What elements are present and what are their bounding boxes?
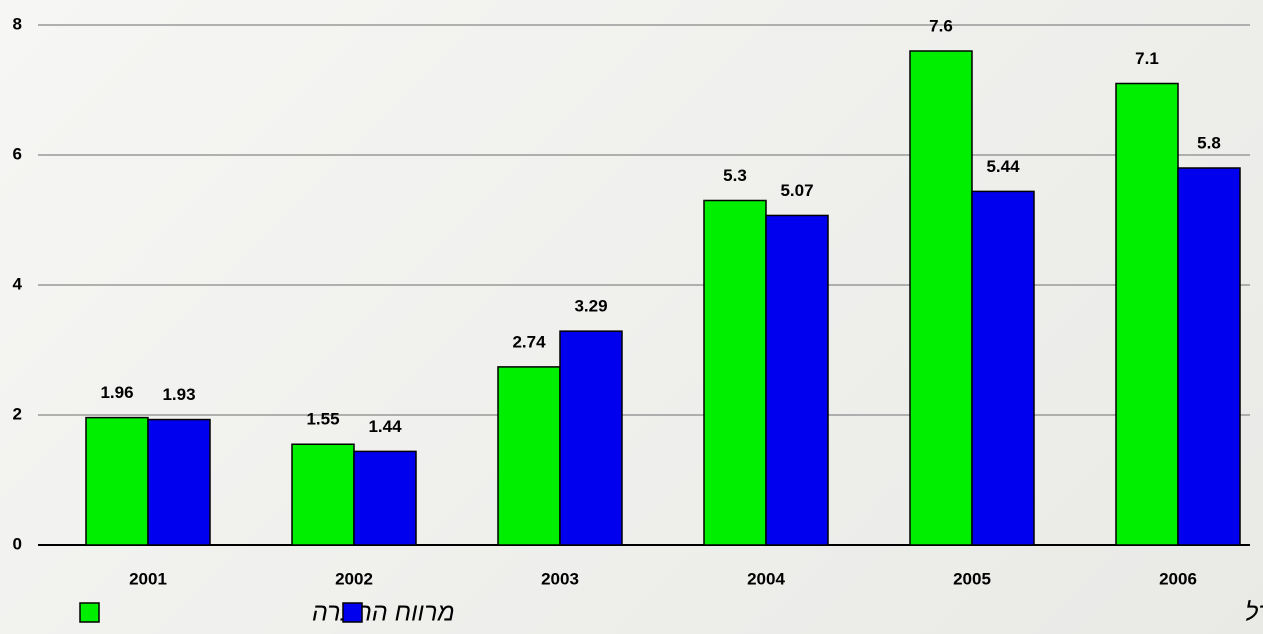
x-tick-label: 2005: [953, 569, 991, 588]
data-label: 5.07: [780, 181, 813, 200]
data-label: 7.1: [1135, 49, 1159, 68]
bar: [765, 214, 829, 546]
x-tick-label: 2004: [747, 569, 785, 588]
bar: [703, 199, 767, 546]
data-label: 2.74: [512, 332, 546, 351]
legend-swatch: [79, 602, 100, 623]
x-tick-label: 2002: [335, 569, 373, 588]
data-label: 1.44: [368, 417, 402, 436]
bar: [497, 366, 561, 546]
y-tick-label: 0: [13, 534, 22, 553]
data-label: 3.29: [574, 297, 607, 316]
y-tick-label: 6: [13, 144, 22, 163]
legend-swatch: [342, 602, 363, 623]
data-label: 1.96: [100, 383, 133, 402]
y-tick-label: 2: [13, 404, 22, 423]
data-label: 1.93: [162, 385, 195, 404]
bar: [559, 330, 623, 546]
y-tick-label: 4: [13, 274, 23, 293]
data-label: 5.3: [723, 166, 747, 185]
legend: מרווח החברה: [312, 599, 455, 627]
data-label: 5.44: [986, 157, 1020, 176]
bar: [291, 443, 355, 546]
y-tick-label: 8: [13, 14, 22, 33]
bar: [909, 50, 973, 546]
data-label: 5.8: [1197, 133, 1221, 152]
x-tick-label: 2006: [1159, 569, 1197, 588]
bar: [85, 416, 149, 546]
x-tick-label: 2001: [129, 569, 167, 588]
legend: מרווח בתי זיקוק בים התיכון המפצחים נפט מ…: [1245, 599, 1263, 627]
data-label: 7.6: [929, 16, 953, 35]
bar: [1115, 82, 1179, 546]
bar: [971, 190, 1035, 546]
bar: [1177, 167, 1241, 546]
bar: [147, 418, 211, 546]
bar: [353, 450, 417, 546]
x-tick-label: 2003: [541, 569, 579, 588]
data-label: 1.55: [306, 410, 339, 429]
